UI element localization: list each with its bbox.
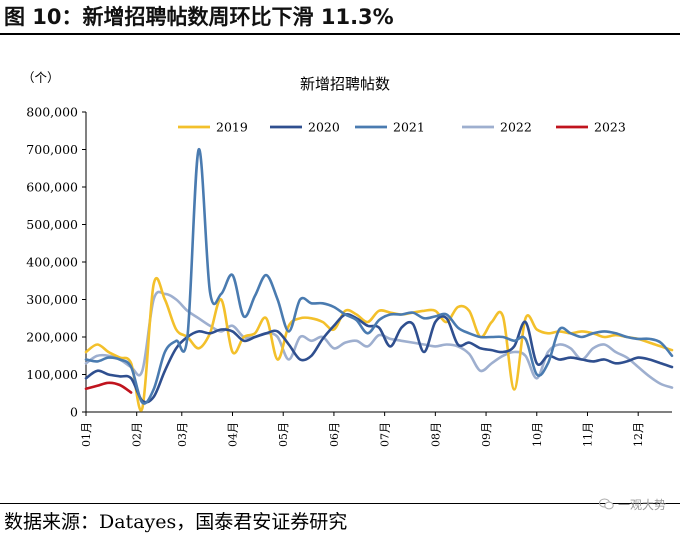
y-tick-label: 0 [70,405,78,420]
legend-label-2020: 2020 [308,120,340,135]
x-tick-label: 04月 [227,422,240,447]
legend: 2019 2020 2021 2022 2023 [178,120,626,135]
y-unit-label: （个） [22,70,60,85]
bottom-rule [0,503,680,504]
x-tick-label: 01月 [80,422,93,447]
watermark: 一观大势 [598,494,666,514]
legend-label-2023: 2023 [594,120,626,135]
figure-title: 图 10：新增招聘帖数周环比下滑 11.3% [4,5,394,29]
y-tick-label: 100,000 [26,367,78,382]
x-tick-label: 06月 [328,422,341,447]
y-tick-label: 700,000 [26,142,78,157]
wechat-icon [598,498,614,510]
x-tick-label: 05月 [277,422,290,447]
series-line-2020 [84,312,674,404]
series-line-2022 [84,290,674,389]
y-tick-label: 200,000 [26,330,78,345]
x-tick-label: 08月 [429,422,442,447]
legend-label-2019: 2019 [216,120,248,135]
series-group [84,148,674,412]
top-rule [0,33,680,35]
y-tick-label: 500,000 [26,217,78,232]
legend-label-2022: 2022 [500,120,532,135]
y-tick-label: 300,000 [26,292,78,307]
x-tick-label: 02月 [131,422,144,447]
x-tick-label: 09月 [480,422,493,447]
line-chart: 新增招聘帖数 （个） 2019 2020 2021 2022 2023 0 100,000… [22,70,674,447]
x-tick-label: 10月 [531,422,544,447]
watermark-text: 一观大势 [617,497,666,512]
series-line-2023 [84,381,133,394]
x-axis: 01月 02月 03月 04月 05月 06月 07月 08月 09月 10月 11月 12月 [80,411,672,447]
series-line-2021 [84,148,674,405]
chart-title: 新增招聘帖数 [300,75,390,93]
x-tick-label: 12月 [632,422,645,447]
y-tick-label: 400,000 [26,255,78,270]
legend-label-2021: 2021 [393,120,425,135]
y-tick-label: 600,000 [26,180,78,195]
x-tick-label: 07月 [379,422,392,447]
y-axis: 0 100,000 200,000 300,000 400,000 500,000 600,… [26,105,87,420]
source-note: 数据来源：Datayes，国泰君安证券研究 [4,511,348,533]
x-tick-label: 03月 [176,422,189,447]
x-tick-label: 11月 [581,422,594,447]
y-tick-label: 800,000 [26,105,78,120]
